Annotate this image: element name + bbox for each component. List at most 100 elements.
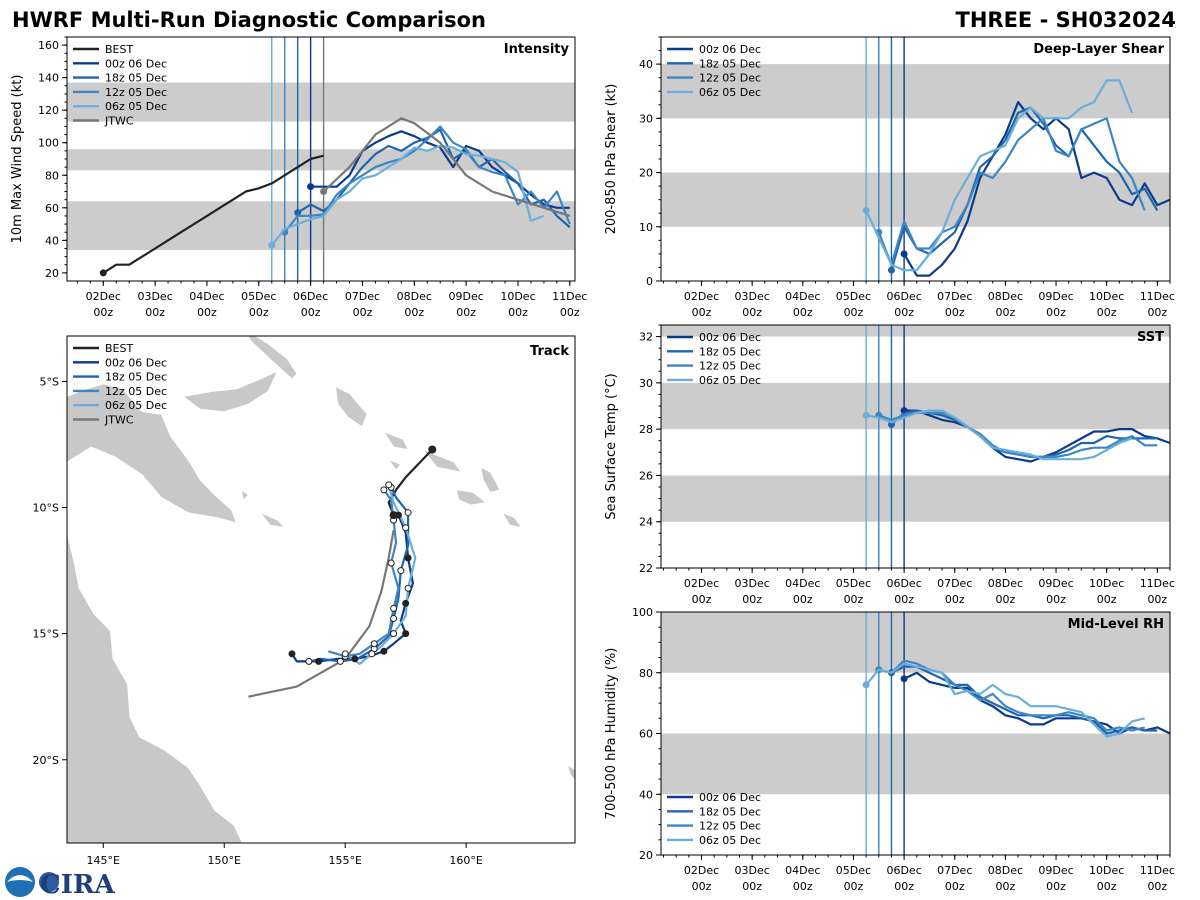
bougainville-land: [334, 385, 368, 428]
logo-text: CIRA: [40, 870, 115, 900]
x-tick-date: 11Dec: [1140, 864, 1175, 877]
track-marker: [402, 524, 410, 532]
y-tick-label: 40: [639, 788, 653, 801]
legend-label: 06z 05 Dec: [105, 399, 167, 412]
x-tick-hour: 00z: [996, 593, 1016, 606]
x-tick-hour: 00z: [894, 306, 914, 319]
figure-title: HWRF Multi-Run Diagnostic Comparison: [12, 8, 486, 32]
x-tick-hour: 00z: [1046, 880, 1066, 893]
australia-land: [67, 532, 243, 843]
x-tick-date: 05Dec: [836, 577, 871, 590]
track-line: [387, 448, 434, 516]
legend-label: 06z 05 Dec: [105, 100, 167, 113]
guadalcanal-land: [455, 489, 487, 506]
x-tick-date: 07Dec: [937, 577, 972, 590]
series-start-marker: [900, 675, 908, 683]
legend-label: 12z 05 Dec: [699, 820, 761, 833]
track-line: [344, 484, 417, 666]
track-marker: [397, 567, 405, 575]
legend-label: 12z 05 Dec: [105, 385, 167, 398]
series-line: [310, 130, 570, 209]
x-tick-hour: 00z: [93, 306, 113, 319]
track-marker: [315, 657, 323, 665]
track-marker: [305, 657, 313, 665]
y-tick-label: 60: [639, 728, 653, 741]
legend-label: 00z 06 Dec: [105, 57, 167, 70]
track-marker: [336, 657, 344, 665]
x-tick-hour: 00z: [945, 880, 965, 893]
y-tick-label: 0: [646, 275, 653, 288]
legend-label: 06z 05 Dec: [699, 374, 761, 387]
series-start-marker: [268, 241, 276, 249]
y-axis-label: 700-500 hPa Humidity (%): [604, 648, 619, 820]
x-tick-date: 02Dec: [684, 864, 719, 877]
series-start-marker: [887, 421, 895, 429]
x-tick-date: 04Dec: [189, 290, 224, 303]
legend-label: 18z 05 Dec: [699, 805, 761, 818]
track-marker: [390, 615, 398, 623]
x-tick-date: 02Dec: [684, 577, 719, 590]
threshold-band: [661, 64, 1170, 119]
series-line: [890, 665, 1158, 735]
y-tick-label: 10: [639, 221, 653, 234]
louisiade-land: [260, 512, 286, 529]
x-tick-hour: 00z: [197, 306, 217, 319]
x-tick-hour: 00z: [844, 306, 864, 319]
series-start-marker: [307, 183, 315, 191]
map-frame: [66, 335, 576, 844]
x-tick-hour: 00z: [301, 306, 321, 319]
track-marker: [402, 630, 410, 638]
lat-tick-label: 5°S: [40, 375, 59, 388]
x-tick-hour: 00z: [793, 306, 813, 319]
legend-label: JTWC: [104, 115, 134, 128]
lat-tick-label: 20°S: [33, 754, 59, 767]
x-tick-date: 08Dec: [397, 290, 432, 303]
y-tick-label: 20: [45, 267, 59, 280]
x-tick-hour: 00z: [1046, 306, 1066, 319]
x-tick-date: 04Dec: [785, 577, 820, 590]
x-tick-hour: 00z: [742, 306, 762, 319]
track-marker: [288, 650, 296, 658]
track-marker: [404, 554, 412, 562]
x-tick-hour: 00z: [560, 306, 580, 319]
x-tick-date: 09Dec: [1038, 577, 1073, 590]
x-tick-date: 03Dec: [735, 864, 770, 877]
x-tick-hour: 00z: [1097, 880, 1117, 893]
y-tick-label: 60: [45, 202, 59, 215]
x-tick-date: 11Dec: [1140, 577, 1175, 590]
y-tick-label: 160: [38, 39, 59, 52]
x-tick-hour: 00z: [793, 880, 813, 893]
legend-label: 18z 05 Dec: [699, 57, 761, 70]
legend-label: 06z 05 Dec: [699, 86, 761, 99]
lon-tick-label: 145°E: [87, 854, 120, 867]
panel-deep-layer-shear: 0 10 20 30 40 02Dec 00z 03Dec 00z 04Dec 00z 05Dec 00…: [604, 36, 1175, 319]
x-tick-hour: 00z: [1147, 306, 1167, 319]
panel-track: 145°E 150°E 155°E 160°E 5°S 10°S 15°S 20°S Track…: [33, 335, 576, 867]
track-marker: [351, 655, 359, 663]
y-tick-label: 20: [639, 167, 653, 180]
series-line: [890, 106, 1159, 271]
x-tick-hour: 00z: [692, 306, 712, 319]
x-tick-hour: 00z: [249, 306, 269, 319]
x-tick-date: 10Dec: [500, 290, 535, 303]
series-line: [102, 154, 324, 274]
x-tick-hour: 00z: [508, 306, 528, 319]
legend-label: 12z 05 Dec: [699, 72, 761, 85]
track-marker: [380, 486, 388, 494]
x-tick-date: 05Dec: [241, 290, 276, 303]
track-marker: [368, 650, 376, 658]
series-start-marker: [862, 207, 870, 215]
track-marker: [341, 650, 349, 658]
x-tick-hour: 00z: [996, 880, 1016, 893]
x-tick-hour: 00z: [692, 593, 712, 606]
lat-tick-label: 10°S: [33, 502, 59, 515]
series-start-marker: [862, 411, 870, 419]
series-line: [878, 411, 1158, 458]
x-tick-hour: 00z: [945, 306, 965, 319]
x-tick-date: 10Dec: [1089, 577, 1124, 590]
x-tick-hour: 00z: [742, 880, 762, 893]
tracks: [248, 445, 437, 698]
threshold-band: [67, 149, 575, 171]
